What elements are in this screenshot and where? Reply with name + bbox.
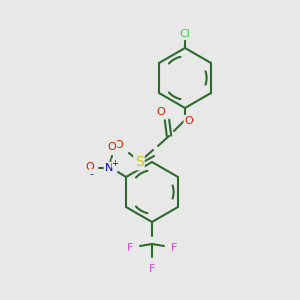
Text: F: F (127, 243, 133, 253)
Text: Cl: Cl (180, 29, 190, 39)
Text: F: F (171, 243, 177, 253)
Text: +: + (112, 158, 118, 167)
Text: N: N (105, 163, 113, 173)
Text: F: F (149, 264, 155, 274)
Text: S: S (135, 155, 143, 169)
Text: O: O (157, 107, 165, 117)
Text: O: O (115, 140, 123, 150)
Text: O: O (184, 116, 194, 126)
Text: -: - (89, 169, 93, 179)
Text: O: O (85, 162, 94, 172)
Text: O: O (108, 142, 116, 152)
